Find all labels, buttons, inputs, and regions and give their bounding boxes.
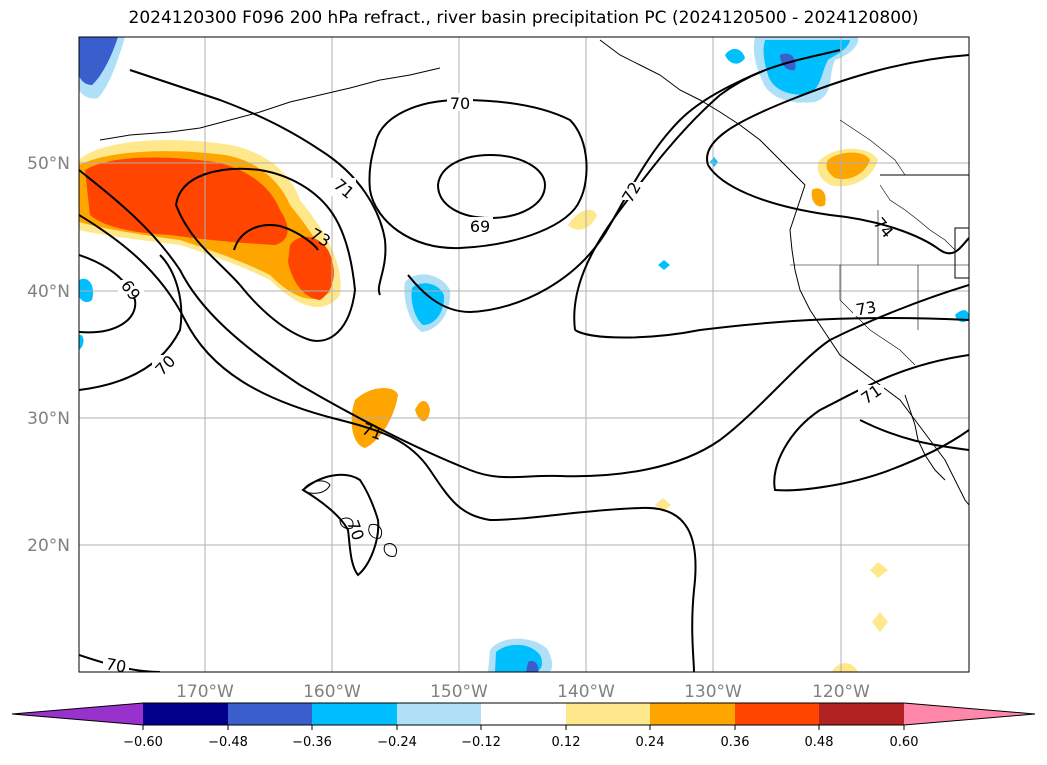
colorbar-swatch [397, 703, 481, 725]
colorbar-tick-label: 0.60 [890, 735, 919, 750]
graticule [79, 37, 969, 672]
lon-label: 120°W [812, 682, 870, 702]
contour-label: 69 [470, 217, 490, 236]
colorbar-tick-label: 0.24 [636, 735, 665, 750]
lon-label: 170°W [176, 682, 234, 702]
colorbar-extend-high [904, 703, 1035, 725]
colorbar-tick-label: 0.12 [552, 735, 581, 750]
contour-label: 70 [104, 654, 127, 676]
colorbar-extend-low [12, 703, 143, 725]
colorbar-tick-label: −0.48 [208, 735, 248, 750]
refractivity-contours [79, 49, 969, 672]
colorbar-tick-label: −0.12 [461, 735, 501, 750]
map-frame [78, 36, 970, 673]
colorbar-swatch [481, 703, 566, 725]
colorbar-tick-label: 0.48 [805, 735, 834, 750]
lon-label: 130°W [684, 682, 742, 702]
map-title: 2024120300 F096 200 hPa refract., river … [128, 8, 919, 28]
colorbar-tick-label: −0.36 [292, 735, 332, 750]
lon-label: 150°W [430, 682, 488, 702]
colorbar-swatch [566, 703, 650, 725]
lon-label: 160°W [303, 682, 361, 702]
lon-label: 140°W [557, 682, 615, 702]
colorbar-swatch [143, 703, 228, 725]
colorbar-tick-label: −0.60 [123, 735, 163, 750]
longitude-labels: 170°W 160°W 150°W 140°W 130°W 120°W [176, 682, 870, 702]
lat-label: 20°N [27, 536, 70, 556]
colorbar-tick-label: 0.36 [721, 735, 750, 750]
map-panel: 70 69 71 73 72 74 73 71 69 70 71 70 70 [79, 37, 969, 676]
colorbar: −0.60 −0.48 −0.36 −0.24 −0.12 0.12 0.24 … [11, 702, 1036, 750]
lat-label: 30°N [27, 409, 70, 429]
coastlines [99, 39, 969, 557]
colorbar-swatch [735, 703, 819, 725]
negative-anomaly-shading [79, 37, 969, 672]
colorbar-swatch [650, 703, 735, 725]
lat-label: 40°N [27, 282, 70, 302]
contour-label: 73 [854, 297, 877, 319]
colorbar-swatch [819, 703, 904, 725]
lat-label: 50°N [27, 154, 70, 174]
colorbar-swatch [312, 703, 397, 725]
colorbar-tick-label: −0.24 [377, 735, 417, 750]
latitude-labels: 50°N 40°N 30°N 20°N [27, 154, 70, 556]
colorbar-swatch [228, 703, 312, 725]
contour-label: 70 [450, 94, 470, 113]
